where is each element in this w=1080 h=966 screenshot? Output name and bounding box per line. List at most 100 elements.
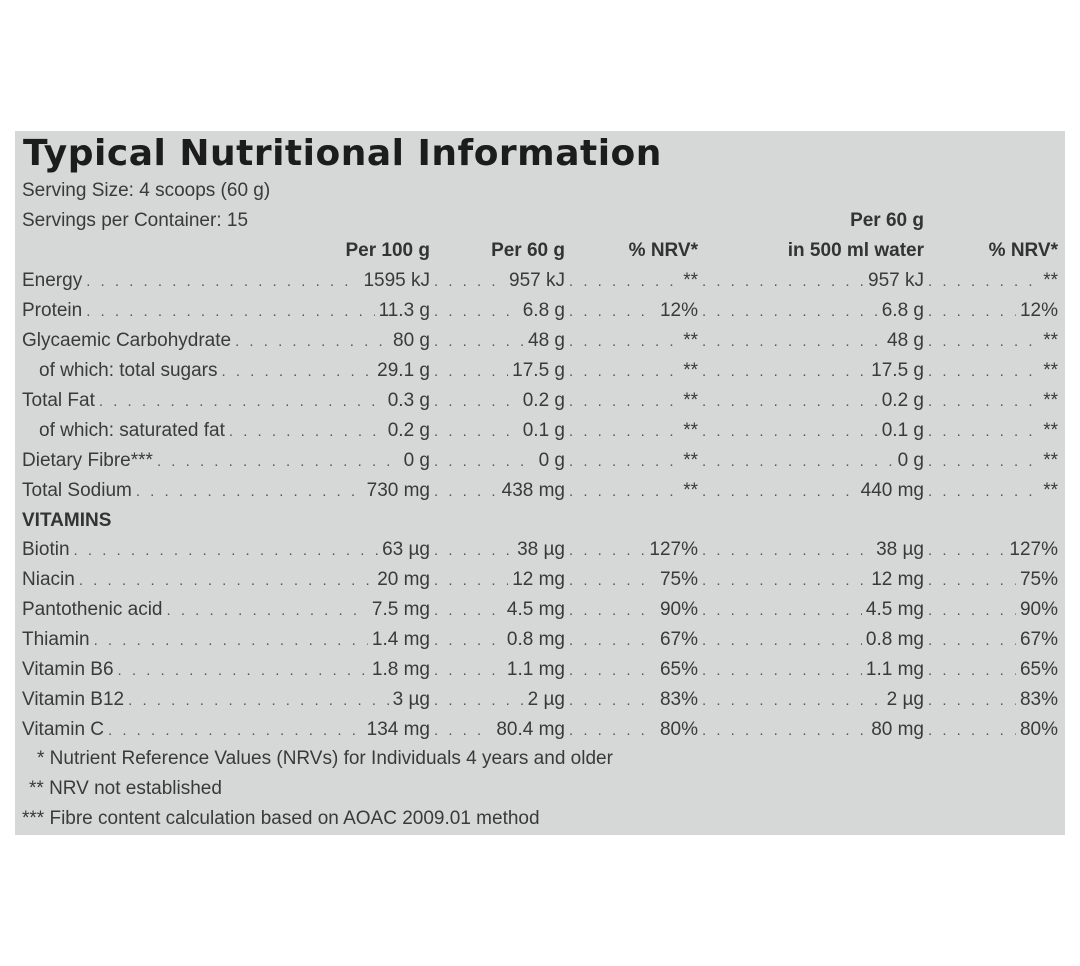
- nutrient-name: Total Fat: [22, 390, 95, 411]
- value-per-100g: 7.5 mg: [371, 599, 430, 620]
- value-per-60g-water-cell: 6.8 g: [698, 296, 924, 326]
- nutrient-name: Protein: [22, 300, 83, 321]
- value-nrv: 90%: [659, 599, 698, 620]
- dot-leader: [569, 686, 656, 715]
- dot-leader: [702, 447, 894, 476]
- value-per-60g-water: 6.8 g: [881, 300, 924, 321]
- dot-leader: [434, 536, 513, 565]
- dot-leader: [928, 267, 1039, 296]
- table-row: Pantothenic acid 7.5 mg 4.5 mg 90% 4.5 mg 90%: [22, 595, 1058, 625]
- value-per-60g-cell: 0 g: [430, 446, 565, 476]
- dot-leader: [928, 716, 1016, 745]
- dot-leader: [928, 566, 1016, 595]
- value-per-60g-water: 957 kJ: [868, 270, 924, 291]
- dot-leader: [108, 716, 363, 745]
- value-per-60g-water: 80 mg: [871, 719, 924, 740]
- dot-leader: [702, 626, 862, 655]
- dot-leader: [569, 716, 656, 745]
- value-nrv-water-cell: **: [924, 266, 1058, 296]
- row-label-cell: Glycaemic Carbohydrate 80 g: [22, 326, 430, 356]
- dot-leader: [569, 447, 679, 476]
- table-row: Niacin 20 mg 12 mg 75% 12 mg 75%: [22, 565, 1058, 595]
- value-nrv-water: 75%: [1019, 569, 1058, 590]
- value-nrv-cell: **: [565, 326, 698, 356]
- row-label-cell: Total Fat 0.3 g: [22, 386, 430, 416]
- value-per-60g: 2 µg: [527, 689, 565, 710]
- value-nrv-water: 67%: [1019, 629, 1058, 650]
- dot-leader: [569, 267, 679, 296]
- value-nrv-water-cell: **: [924, 476, 1058, 506]
- dot-leader: [136, 477, 363, 506]
- col-header-water-line1: Per 60 g: [850, 210, 924, 231]
- value-per-100g: 1.4 mg: [371, 629, 430, 650]
- row-label-cell: Biotin 63 µg: [22, 535, 430, 565]
- value-per-100g: 29.1 g: [377, 360, 430, 381]
- value-nrv-water: 83%: [1019, 689, 1058, 710]
- value-per-60g: 0 g: [538, 450, 565, 471]
- value-per-60g: 0.2 g: [522, 390, 565, 411]
- value-nrv-water-cell: 67%: [924, 625, 1058, 655]
- value-per-60g: 12 mg: [512, 569, 565, 590]
- nutrient-name: of which: total sugars: [39, 360, 218, 381]
- dot-leader: [434, 447, 535, 476]
- value-nrv-water: **: [1043, 270, 1058, 291]
- dot-leader: [434, 417, 519, 446]
- dot-leader: [99, 387, 384, 416]
- row-label-cell: Vitamin B12 3 µg: [22, 685, 430, 715]
- value-per-60g-water-cell: 38 µg: [698, 535, 924, 565]
- nutrient-name: Glycaemic Carbohydrate: [22, 330, 232, 351]
- dot-leader: [235, 327, 389, 356]
- nutrient-name: Pantothenic acid: [22, 599, 163, 620]
- dot-leader: [702, 267, 864, 296]
- value-nrv-water-cell: 65%: [924, 655, 1058, 685]
- value-nrv-cell: 90%: [565, 595, 698, 625]
- dot-leader: [928, 447, 1039, 476]
- value-nrv-water: 12%: [1019, 300, 1058, 321]
- value-per-60g-cell: 438 mg: [430, 476, 565, 506]
- dot-leader: [74, 536, 379, 565]
- value-per-100g: 134 mg: [366, 719, 430, 740]
- dot-leader: [569, 656, 656, 685]
- value-per-60g: 48 g: [528, 330, 565, 351]
- value-per-60g-water: 4.5 mg: [865, 599, 924, 620]
- table-row: Energy 1595 kJ 957 kJ ** 957 kJ **: [22, 266, 1058, 296]
- dot-leader: [434, 656, 503, 685]
- dot-leader: [702, 566, 867, 595]
- value-nrv-water: **: [1043, 330, 1058, 351]
- value-per-60g: 4.5 mg: [506, 599, 565, 620]
- dot-leader: [569, 566, 656, 595]
- value-per-60g-water: 440 mg: [860, 480, 924, 501]
- value-per-60g-water-cell: 2 µg: [698, 685, 924, 715]
- value-per-60g-cell: 1.1 mg: [430, 655, 565, 685]
- value-nrv: **: [683, 270, 698, 291]
- row-label-cell: of which: saturated fat 0.2 g: [22, 416, 430, 446]
- value-nrv: **: [683, 420, 698, 441]
- dot-leader: [702, 536, 872, 565]
- dot-leader: [702, 417, 878, 446]
- value-nrv: **: [683, 450, 698, 471]
- value-per-100g: 0.2 g: [387, 420, 430, 441]
- dot-leader: [702, 656, 862, 685]
- value-per-60g-water-cell: 17.5 g: [698, 356, 924, 386]
- dot-leader: [569, 387, 679, 416]
- dot-leader: [118, 656, 368, 685]
- value-per-60g-water: 2 µg: [886, 689, 924, 710]
- value-nrv-water-cell: **: [924, 326, 1058, 356]
- dot-leader: [928, 686, 1016, 715]
- value-per-60g-cell: 80.4 mg: [430, 715, 565, 745]
- value-nrv-water: 80%: [1019, 719, 1058, 740]
- value-per-60g-water: 38 µg: [876, 539, 924, 560]
- value-per-60g-water-cell: 4.5 mg: [698, 595, 924, 625]
- dot-leader: [434, 267, 505, 296]
- value-nrv-water-cell: 75%: [924, 565, 1058, 595]
- value-nrv-water: **: [1043, 390, 1058, 411]
- table-row: Dietary Fibre*** 0 g 0 g ** 0 g **: [22, 446, 1058, 476]
- dot-leader: [434, 357, 508, 386]
- row-label-cell: Dietary Fibre*** 0 g: [22, 446, 430, 476]
- value-per-100g: 63 µg: [382, 539, 430, 560]
- dot-leader: [702, 357, 867, 386]
- value-nrv-cell: 67%: [565, 625, 698, 655]
- value-per-60g-cell: 957 kJ: [430, 266, 565, 296]
- value-per-60g-water: 0.2 g: [881, 390, 924, 411]
- value-per-60g: 438 mg: [501, 480, 565, 501]
